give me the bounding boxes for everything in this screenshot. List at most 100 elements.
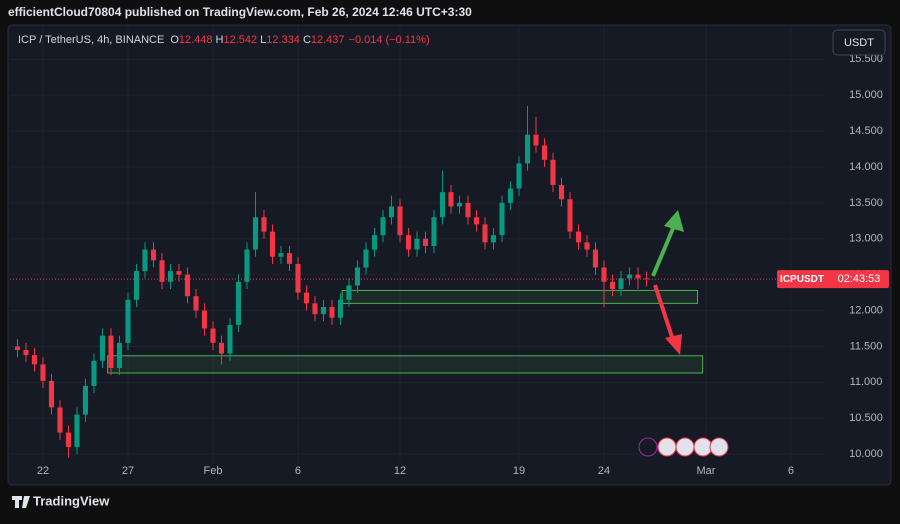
candle-body xyxy=(244,249,250,282)
x-tick-label: Feb xyxy=(204,465,223,477)
x-tick-label: 27 xyxy=(122,465,134,477)
candle-body xyxy=(363,249,369,268)
legend: ICP / TetherUS, 4h, BINANCE O12.448 H12.54… xyxy=(18,34,430,46)
candle-body xyxy=(618,278,624,290)
ohlc-letter: O xyxy=(170,34,179,46)
candle-body xyxy=(31,355,38,365)
candle-body xyxy=(465,202,471,218)
candle-body xyxy=(261,217,267,232)
event-icon xyxy=(638,437,658,457)
candle-body xyxy=(584,242,590,250)
y-tick-label: 10.500 xyxy=(849,412,883,424)
y-tick-label: 15.000 xyxy=(849,89,883,101)
candle-body xyxy=(142,249,148,272)
candle-body xyxy=(133,271,140,300)
candle-body xyxy=(235,281,242,325)
ohlc-value: 12.542 xyxy=(224,34,258,46)
candle-body xyxy=(286,253,293,264)
y-tick-label: 15.500 xyxy=(849,53,883,65)
zone xyxy=(107,355,704,374)
x-tick-label: 6 xyxy=(295,465,301,477)
event-icon xyxy=(675,437,695,457)
candle-body xyxy=(490,235,497,243)
y-tick-label: 14.000 xyxy=(849,161,883,173)
x-tick-label: 12 xyxy=(394,465,406,477)
currency-label[interactable]: USDT xyxy=(844,37,874,49)
candle-body xyxy=(541,145,548,160)
candle-body xyxy=(23,350,29,356)
change-pct: (−0.11%) xyxy=(386,34,430,46)
candle-body xyxy=(405,235,412,250)
candle-body xyxy=(388,206,395,218)
x-tick-label: 6 xyxy=(788,465,794,477)
candle-body xyxy=(380,217,386,236)
candle-body xyxy=(48,380,55,408)
ohlc-letter: L xyxy=(260,34,266,46)
candle-body xyxy=(601,267,607,282)
candle-body xyxy=(448,192,454,207)
candle-body xyxy=(550,159,556,185)
candle-body xyxy=(329,306,335,318)
candle-body xyxy=(524,134,531,164)
event-icon xyxy=(657,437,677,457)
candle-body xyxy=(431,217,437,246)
x-tick-label: Mar xyxy=(697,465,716,477)
candle-body xyxy=(227,324,233,354)
down-arrow-head xyxy=(665,334,682,355)
badge-countdown: 02:43:53 xyxy=(838,273,881,285)
candle-body xyxy=(159,260,165,282)
candle-body xyxy=(507,188,514,203)
candle-body xyxy=(99,335,106,361)
candle-body xyxy=(116,342,123,368)
publish-line: efficientCloud70804 published on Trading… xyxy=(8,5,472,19)
x-tick-label: 24 xyxy=(598,465,610,477)
candle-body xyxy=(422,238,429,246)
candle-body xyxy=(337,299,344,318)
candle-body xyxy=(371,235,378,250)
chart-panel xyxy=(7,24,892,486)
currency-button[interactable] xyxy=(832,29,886,56)
badge-symbol: ICPUSDT xyxy=(780,274,824,285)
y-tick-label: 14.500 xyxy=(849,125,883,137)
candle-body xyxy=(57,407,63,433)
y-tick-label: 13.000 xyxy=(849,233,883,245)
brand-logo xyxy=(12,496,30,508)
symbol: ICP / TetherUS, 4h, BINANCE xyxy=(18,34,164,46)
change: −0.014 xyxy=(349,34,383,46)
candle-body xyxy=(482,224,488,243)
candle-body xyxy=(558,184,565,200)
candle-body xyxy=(218,342,225,354)
y-tick-label: 13.500 xyxy=(849,197,883,209)
candle-body xyxy=(439,192,446,218)
candle-body xyxy=(456,202,463,207)
candle-body xyxy=(40,364,46,381)
candle-body xyxy=(567,199,573,232)
candle-body xyxy=(414,238,420,250)
candle-body xyxy=(312,303,318,315)
candle-body xyxy=(295,263,301,293)
candle-body xyxy=(473,217,480,225)
candle-body xyxy=(609,281,616,290)
brand-name: TradingView xyxy=(33,493,110,508)
candle-body xyxy=(516,163,522,189)
candle-body xyxy=(626,274,633,279)
event-icon xyxy=(693,437,713,457)
ohlc-letter: H xyxy=(216,34,224,46)
candle-body xyxy=(320,306,327,315)
candle-body xyxy=(354,267,361,286)
y-tick-label: 11.000 xyxy=(850,376,883,388)
candle-body xyxy=(346,285,352,300)
y-tick-label: 11.500 xyxy=(850,340,883,352)
candle-body xyxy=(176,271,182,275)
candle-body xyxy=(635,274,641,279)
candle-body xyxy=(167,271,174,282)
candle-body xyxy=(82,385,89,415)
candle-body xyxy=(14,346,21,351)
price-badge xyxy=(777,270,889,289)
candle-body xyxy=(184,274,191,297)
candle-body xyxy=(575,231,582,243)
ohlc-value: 12.437 xyxy=(311,34,345,46)
candle-body xyxy=(278,253,284,257)
candle-body xyxy=(150,249,157,261)
event-icons xyxy=(638,437,729,457)
